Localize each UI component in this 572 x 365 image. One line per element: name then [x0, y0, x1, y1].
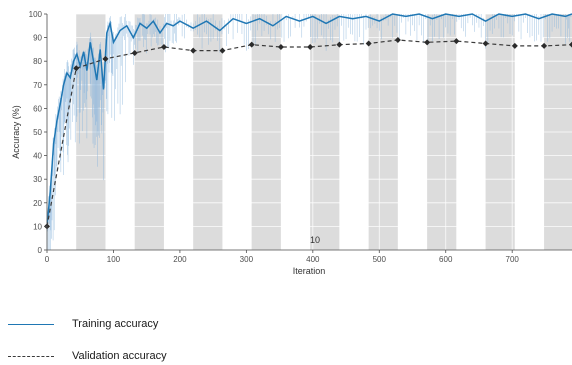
epoch-annotation: 10 [310, 235, 320, 245]
validation-point [569, 41, 572, 48]
validation-point [307, 44, 314, 51]
legend-label-validation: Validation accuracy [72, 350, 167, 362]
y-tick-label: 20 [33, 199, 42, 208]
validation-point [73, 65, 80, 72]
x-axis-label: Iteration [293, 266, 326, 276]
validation-point [131, 49, 138, 56]
y-tick-label: 30 [33, 175, 42, 184]
validation-point [160, 44, 167, 51]
validation-point [277, 44, 284, 51]
validation-point [190, 47, 197, 54]
validation-markers [44, 36, 572, 230]
y-tick-label: 80 [33, 57, 42, 66]
validation-point [453, 38, 460, 45]
validation-point [365, 40, 372, 47]
y-tick-label: 0 [38, 246, 43, 255]
accuracy-chart: 0 100 200 300 400 500 600 700 0 10 20 30 40 50 60 70 80… [11, 10, 572, 276]
y-axis-label: Accuracy (%) [11, 105, 21, 159]
validation-point [394, 36, 401, 43]
legend: Training accuracy Validation accuracy [8, 312, 308, 364]
y-tick-label: 40 [33, 152, 42, 161]
x-tick-label: 700 [506, 255, 520, 264]
validation-point [541, 42, 548, 49]
x-tick-labels: 0 100 200 300 400 500 600 700 [45, 250, 520, 264]
y-tick-label: 10 [33, 222, 42, 231]
y-tick-label: 70 [33, 81, 42, 90]
x-tick-label: 0 [45, 255, 50, 264]
legend-swatch-validation [8, 355, 54, 357]
x-tick-label: 300 [240, 255, 254, 264]
validation-point [482, 40, 489, 47]
x-tick-label: 600 [439, 255, 453, 264]
legend-swatch-training [8, 323, 54, 325]
x-tick-label: 200 [173, 255, 187, 264]
x-tick-label: 100 [107, 255, 121, 264]
validation-point [102, 55, 109, 62]
validation-point [248, 41, 255, 48]
validation-point [424, 39, 431, 46]
legend-entry-validation: Validation accuracy [8, 348, 167, 364]
legend-label-training: Training accuracy [72, 318, 159, 330]
y-tick-label: 60 [33, 104, 42, 113]
y-tick-label: 100 [29, 10, 43, 19]
validation-point [219, 47, 226, 54]
y-tick-label: 90 [33, 34, 42, 43]
x-tick-label: 400 [306, 255, 320, 264]
y-tick-label: 50 [33, 128, 42, 137]
validation-point [336, 41, 343, 48]
validation-point [511, 42, 518, 49]
legend-entry-training: Training accuracy [8, 316, 158, 332]
x-tick-label: 500 [373, 255, 387, 264]
training-accuracy-line [46, 13, 572, 227]
y-tick-labels: 0 10 20 30 40 50 60 70 80 90 100 [29, 10, 47, 255]
